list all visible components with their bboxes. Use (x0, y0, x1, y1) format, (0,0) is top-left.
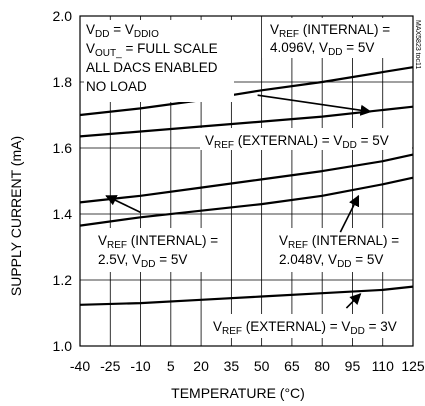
x-axis-label: TEMPERATURE (°C) (171, 385, 305, 401)
annotation-text-line: 4.096V, VDD = 5V (270, 40, 374, 58)
annotation-arrow (339, 194, 360, 233)
series-line-5 (79, 285, 414, 306)
plot-border (79, 15, 414, 347)
annotation-bg (273, 228, 411, 272)
series-line-4 (79, 176, 414, 227)
annotation-bg (200, 128, 412, 150)
annotation-text-line: VREF (INTERNAL) = (98, 233, 218, 251)
x-tick-label: 65 (284, 358, 300, 374)
x-tick-label: 35 (224, 358, 240, 374)
annotation-bg (262, 18, 410, 58)
condition-line: VOUT_ = FULL SCALE (86, 41, 218, 59)
annotation-vref-external-5v: VREF (EXTERNAL) = VDD = 5V (200, 128, 412, 151)
y-tick-label: 1.8 (53, 74, 73, 90)
y-axis-label: SUPPLY CURRENT (mA) (8, 136, 24, 296)
annotation-vref-internal-4096: VREF (INTERNAL) =4.096V, VDD = 5V (257, 18, 410, 116)
x-tick-label: 95 (345, 358, 361, 374)
annotation-arrow (257, 94, 372, 116)
x-tick-label: -25 (100, 358, 120, 374)
annotation-text-line: VREF (INTERNAL) = (270, 22, 390, 40)
figure-id-label: MAX5823 toc11 (414, 20, 421, 69)
annotation-text-line: 2.5V, VDD = 5V (98, 252, 187, 270)
conditions-bg (84, 20, 234, 102)
y-tick-label: 2.0 (53, 8, 73, 24)
condition-line: NO LOAD (86, 79, 147, 94)
annotation-arrow (345, 293, 362, 309)
x-tick-label: -10 (130, 358, 150, 374)
y-tick-label: 1.2 (53, 272, 73, 288)
annotation-vref-internal-2048: VREF (INTERNAL) =2.048V, VDD = 5V (273, 194, 411, 272)
x-tick-label: 20 (193, 358, 209, 374)
x-tick-label: 110 (372, 358, 395, 374)
series-lines (79, 66, 414, 306)
condition-line: ALL DACS ENABLED (86, 60, 218, 75)
x-tick-label: 125 (401, 358, 425, 374)
annotation-vref-internal-25: VREF (INTERNAL) =2.5V, VDD = 5V (92, 195, 226, 272)
tick-labels: 1.0 1.2 1.4 1.6 1.8 2.0 -40 -25 -10 5 20 35 50 65 80 95… (53, 8, 425, 374)
annotation-text-line: 2.048V, VDD = 5V (279, 252, 383, 270)
annotation-text-line: VREF (EXTERNAL) = VDD = 3V (213, 319, 397, 337)
plot-frame (79, 15, 414, 347)
series-line-2 (79, 105, 414, 138)
x-tick-label: -40 (70, 358, 90, 374)
annotation-bg (207, 314, 411, 338)
annotation-text-line: VREF (EXTERNAL) = VDD = 5V (205, 133, 389, 151)
y-tick-label: 1.0 (53, 338, 73, 354)
annotation-arrow (105, 195, 141, 214)
y-tick-label: 1.4 (53, 206, 73, 222)
condition-line: VDD = VDDIO (86, 22, 159, 40)
x-tick-label: 5 (167, 358, 175, 374)
series-line-1 (79, 66, 414, 117)
y-tick-label: 1.6 (53, 140, 73, 156)
annotation-text-line: VREF (INTERNAL) = (279, 233, 399, 251)
x-tick-label: 50 (254, 358, 270, 374)
annotation-vref-external-3v: VREF (EXTERNAL) = VDD = 3V (207, 293, 411, 338)
x-tick-label: 80 (314, 358, 330, 374)
series-line-3 (79, 153, 414, 204)
annotation-bg (92, 228, 226, 272)
